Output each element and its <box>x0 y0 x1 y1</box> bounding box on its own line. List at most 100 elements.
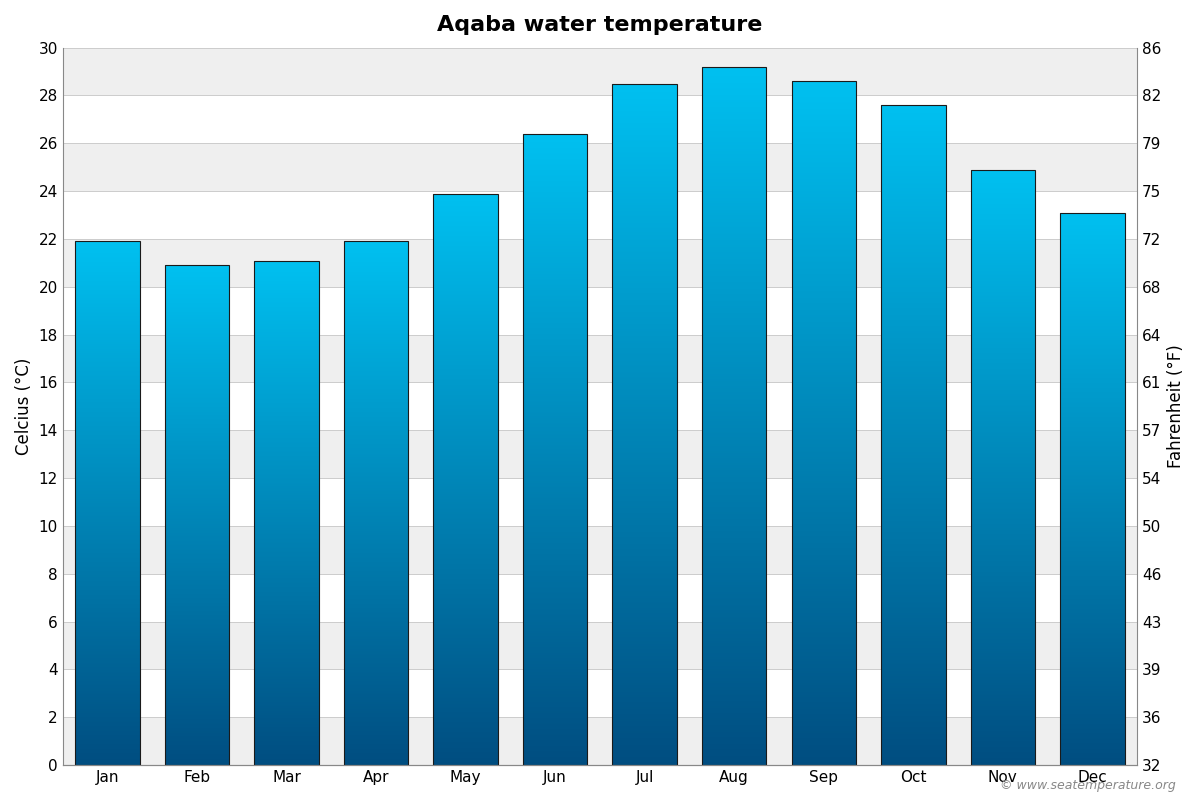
Bar <box>254 533 319 534</box>
Bar <box>76 379 139 380</box>
Bar <box>971 208 1036 210</box>
Bar <box>881 193 946 194</box>
Bar <box>344 287 408 289</box>
Bar <box>1060 515 1124 517</box>
Bar <box>523 249 588 250</box>
Bar <box>76 562 139 563</box>
Bar <box>76 557 139 558</box>
Bar <box>971 410 1036 411</box>
Bar <box>523 630 588 631</box>
Bar <box>702 500 767 502</box>
Bar <box>881 605 946 606</box>
Bar <box>76 339 139 341</box>
Bar <box>612 564 677 566</box>
Bar <box>433 472 498 474</box>
Bar <box>702 332 767 334</box>
Bar <box>76 653 139 654</box>
Bar <box>702 449 767 451</box>
Bar <box>612 172 677 174</box>
Bar <box>881 148 946 150</box>
Bar <box>792 210 856 211</box>
Bar <box>971 756 1036 758</box>
Bar <box>792 553 856 555</box>
Bar <box>1060 721 1124 722</box>
Bar <box>76 365 139 366</box>
Bar <box>433 681 498 682</box>
Bar <box>76 320 139 322</box>
Bar <box>881 159 946 161</box>
Bar <box>344 278 408 279</box>
Bar <box>523 511 588 513</box>
Bar <box>702 697 767 698</box>
Bar <box>344 495 408 497</box>
Bar <box>1060 316 1124 318</box>
Bar <box>792 118 856 121</box>
Bar <box>1060 654 1124 656</box>
Bar <box>523 526 588 528</box>
Bar <box>702 397 767 398</box>
Bar <box>612 256 677 258</box>
Bar <box>523 691 588 693</box>
Bar <box>164 573 229 574</box>
Bar <box>792 166 856 168</box>
Bar <box>971 218 1036 220</box>
Bar <box>254 316 319 318</box>
Bar <box>433 484 498 485</box>
Bar <box>433 405 498 406</box>
Bar <box>612 198 677 199</box>
Bar <box>433 706 498 708</box>
Bar <box>792 276 856 278</box>
Bar <box>523 301 588 302</box>
Bar <box>971 453 1036 454</box>
Bar <box>702 177 767 178</box>
Bar <box>523 361 588 362</box>
Bar <box>881 710 946 712</box>
Bar <box>433 282 498 283</box>
Bar <box>792 683 856 685</box>
Bar <box>881 486 946 488</box>
Bar <box>523 510 588 511</box>
Bar <box>433 602 498 604</box>
Bar <box>702 423 767 425</box>
Bar <box>76 318 139 320</box>
Bar <box>164 740 229 742</box>
Bar <box>971 545 1036 546</box>
Bar <box>971 247 1036 249</box>
Bar <box>1060 483 1124 485</box>
Bar <box>702 748 767 750</box>
Bar <box>433 552 498 554</box>
Bar <box>1060 246 1124 247</box>
Bar <box>76 734 139 735</box>
Bar <box>164 550 229 551</box>
Bar <box>254 296 319 297</box>
Bar <box>702 543 767 545</box>
Bar <box>971 194 1036 195</box>
Bar <box>76 367 139 368</box>
Bar <box>254 664 319 666</box>
Bar <box>971 261 1036 262</box>
Bar <box>612 644 677 646</box>
Bar <box>254 753 319 754</box>
Bar <box>76 501 139 502</box>
Bar <box>523 698 588 699</box>
Bar <box>971 445 1036 446</box>
Bar <box>254 651 319 653</box>
Bar <box>76 598 139 599</box>
Bar <box>433 214 498 215</box>
Bar <box>702 643 767 645</box>
Bar <box>164 534 229 535</box>
Bar <box>1060 441 1124 442</box>
Bar <box>612 467 677 469</box>
Bar <box>702 292 767 294</box>
Bar <box>254 397 319 398</box>
Bar <box>254 278 319 279</box>
Bar <box>792 734 856 736</box>
Bar <box>612 374 677 375</box>
Bar <box>702 528 767 530</box>
Bar <box>254 416 319 417</box>
Bar <box>344 659 408 660</box>
Bar <box>881 547 946 549</box>
Bar <box>1060 580 1124 582</box>
Bar <box>702 701 767 702</box>
Bar <box>433 258 498 259</box>
